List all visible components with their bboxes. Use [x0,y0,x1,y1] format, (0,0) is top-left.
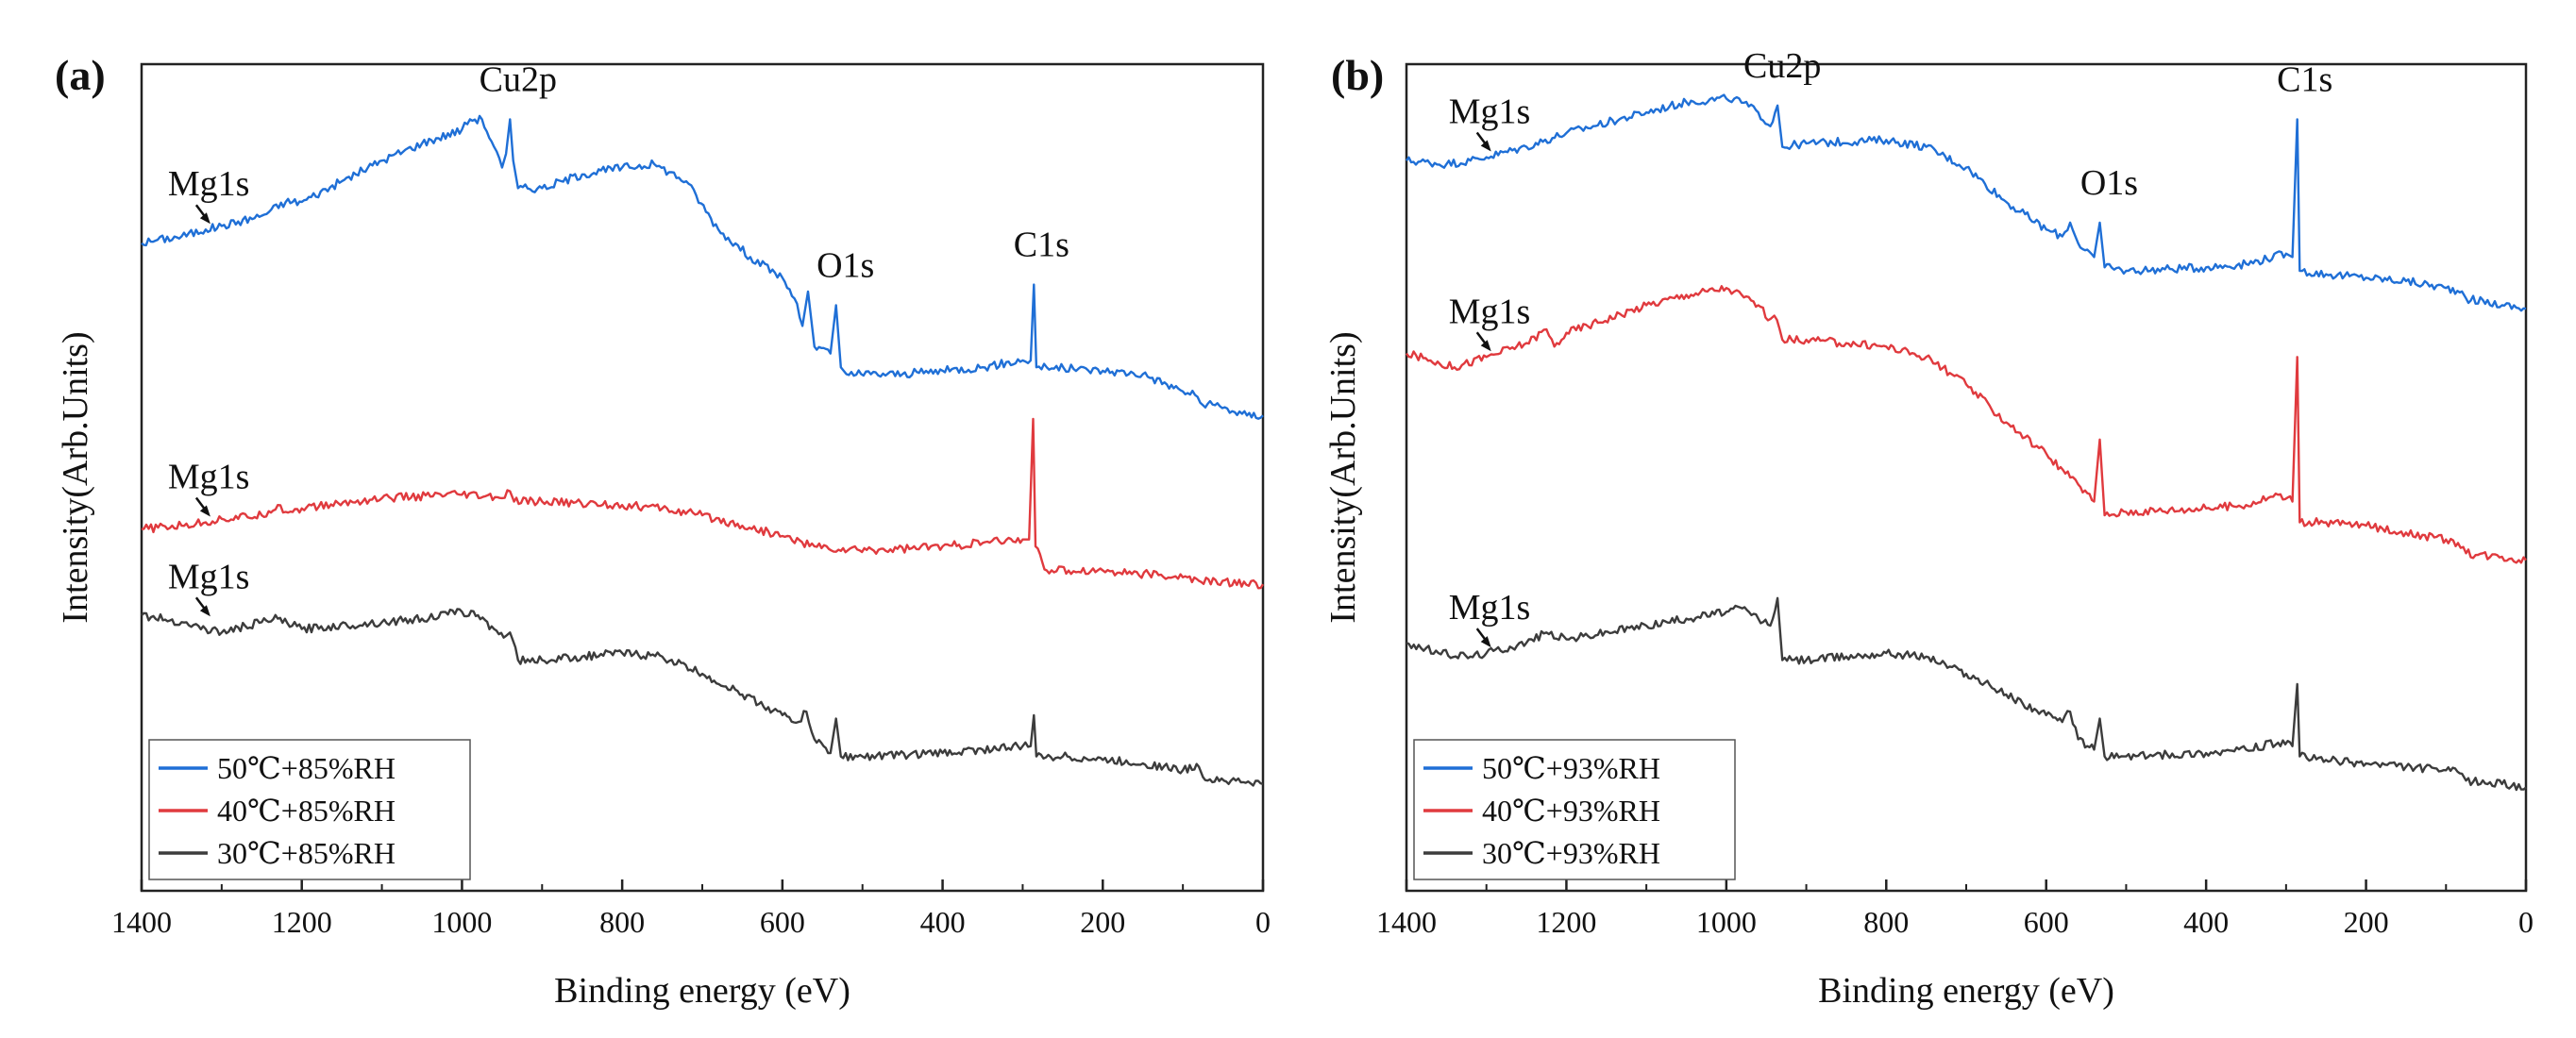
x-tick-label: 200 [2344,905,2389,939]
peak-label: Mg1s [168,164,250,204]
x-axis-title: Binding energy (eV) [1818,971,2114,1011]
series-line-3 [1406,596,2527,792]
annotation-arrowhead [1480,340,1491,352]
peak-label: Cu2p [1743,46,1821,86]
series-line-3 [141,608,1264,787]
x-tick-label: 200 [1080,905,1125,939]
panel-b: (b) 1400 1200 1000 800 600 400 200 0 Binding ener… [1323,46,2534,1011]
x-tick-label: 800 [1863,905,1909,939]
peak-label: Mg1s [1449,92,1531,132]
legend-label: 30℃+93%RH [1482,836,1660,870]
peak-label: C1s [2277,59,2332,99]
peak-label: Mg1s [1449,588,1531,628]
peak-label: Mg1s [1449,292,1531,331]
peak-label: Mg1s [168,557,250,596]
x-tick-label: 1200 [272,905,332,939]
x-tick-label: 1400 [1376,905,1437,939]
x-tick-label: 400 [2183,905,2229,939]
legend-label: 30℃+85%RH [217,836,396,870]
annotation-arrowhead [199,505,210,517]
series-line-2 [1406,285,2527,564]
annotation-arrowhead [199,212,210,225]
panel-label: (b) [1331,51,1384,99]
x-tick-label: 800 [599,905,645,939]
legend-label: 50℃+93%RH [1482,751,1660,785]
peak-label: O1s [2080,163,2138,203]
y-axis-title: Intensity(Arb.Units) [1323,331,1363,623]
legend-label: 50℃+85%RH [217,751,396,785]
x-tick-label: 0 [1255,905,1271,939]
legend-label: 40℃+85%RH [217,794,396,828]
series-line-2 [141,417,1265,590]
panel-label: (a) [55,51,106,99]
x-tick-label: 1000 [431,905,492,939]
x-tick-label: 0 [2518,905,2534,939]
x-tick-label: 1200 [1536,905,1596,939]
peak-label: O1s [817,246,874,286]
legend-label: 40℃+93%RH [1482,794,1660,828]
series-line-1 [1406,93,2527,312]
peak-label: Cu2p [480,59,557,99]
panel-a: (a) 1400 1200 1000 800 600 400 200 0 Binding ener… [55,51,1271,1011]
y-axis-title: Intensity(Arb.Units) [56,331,95,623]
peak-label: C1s [1014,226,1069,265]
x-tick-label: 1400 [111,905,172,939]
x-tick-label: 600 [760,905,805,939]
x-tick-label: 1000 [1696,905,1757,939]
annotation-arrowhead [1480,636,1491,648]
x-axis-title: Binding energy (eV) [554,971,850,1011]
x-tick-label: 400 [920,905,966,939]
series-line-1 [141,114,1264,420]
annotation-arrowhead [199,605,210,617]
x-tick-label: 600 [2024,905,2069,939]
annotation-arrowhead [1480,140,1491,152]
peak-label: Mg1s [168,457,250,496]
